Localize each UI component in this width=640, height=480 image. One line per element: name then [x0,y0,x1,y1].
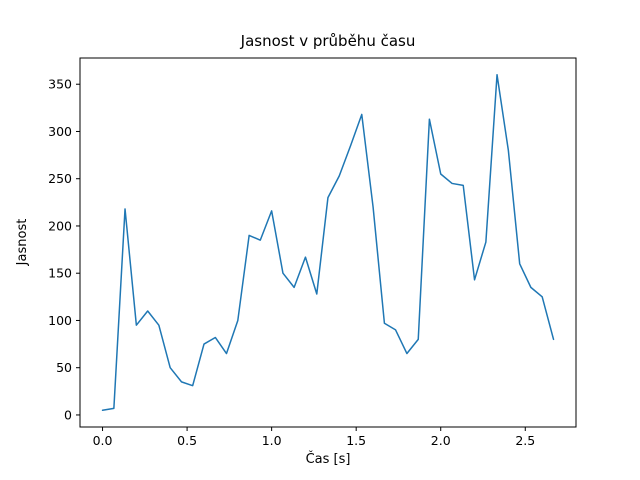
x-tick-label: 0.5 [177,433,197,448]
x-axis-ticks: 0.0 0.5 1.0 1.5 2.0 2.5 [93,427,535,448]
x-tick-label: 1.5 [346,433,366,448]
x-tick-label: 1.0 [262,433,282,448]
series-line [101,74,555,411]
y-tick-label: 50 [56,360,72,375]
plot-border [79,57,577,428]
x-tick-label: 2.5 [515,433,535,448]
y-tick-label: 300 [48,124,72,139]
y-tick-label: 100 [48,313,72,328]
x-tick-label: 0.0 [93,433,113,448]
y-tick-label: 350 [48,77,72,92]
y-axis-ticks: 0 50 100 150 200 250 300 350 [48,77,80,422]
y-tick-label: 200 [48,218,72,233]
y-tick-label: 250 [48,171,72,186]
y-tick-label: 150 [48,266,72,281]
x-axis-label: Čas [s] [306,451,351,467]
y-tick-label: 0 [64,407,72,422]
x-tick-label: 2.0 [431,433,451,448]
y-axis-label: Jasnost [15,219,30,267]
chart-title: Jasnost v průběhu času [240,32,416,50]
